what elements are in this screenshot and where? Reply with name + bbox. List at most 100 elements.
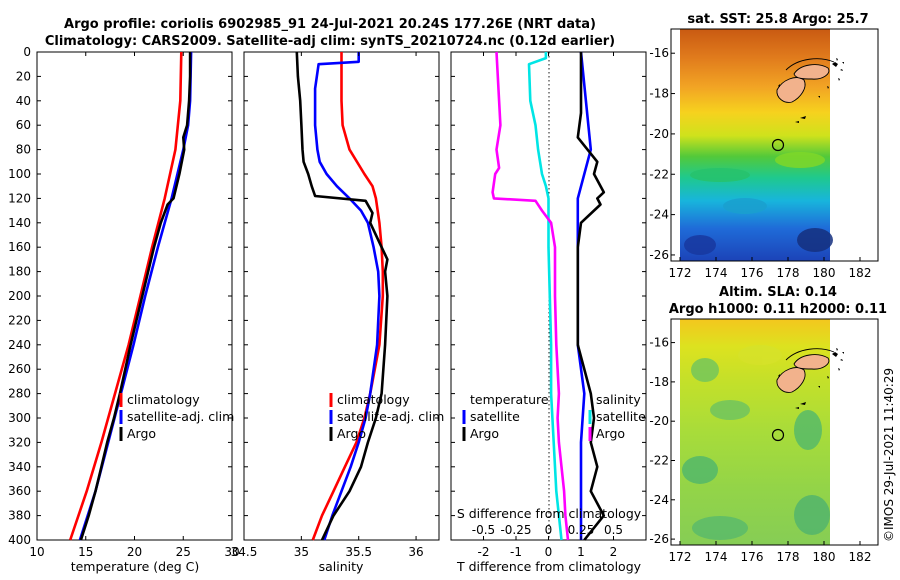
x-tick-label: 2: [610, 545, 618, 559]
x-tick-label: -2: [478, 545, 490, 559]
salinity-xlabel: salinity: [319, 559, 364, 574]
map-y-tick-label: -20: [649, 414, 669, 428]
depth-tick-label: 60: [16, 118, 31, 132]
map-x-tick-label: 180: [813, 550, 836, 564]
map-x-tick-label: 172: [669, 266, 692, 280]
legend-label-t-satellite: satellite: [470, 409, 520, 424]
series-line-satellite-adj-clim: [313, 52, 381, 541]
depth-tick-label: 160: [8, 240, 31, 254]
map-y-tick-label: -16: [649, 46, 669, 60]
series-line-salinity-argo: [491, 51, 570, 541]
x2-tick-label: 0.25: [568, 523, 595, 537]
depth-tick-label: 80: [16, 143, 31, 157]
depth-tick-label: 380: [8, 509, 31, 523]
x-tick-label: 30: [224, 545, 239, 559]
salinity-series: [295, 51, 389, 541]
temperature-series: [68, 51, 193, 541]
legend-label-argo: Argo: [337, 426, 366, 441]
legend-title-temperature: temperature: [470, 392, 549, 407]
map-y-tick-label: -18: [649, 87, 669, 101]
series-line-argo: [295, 51, 389, 541]
sst-map-title: sat. SST: 25.8 Argo: 25.7: [687, 12, 868, 27]
sla-low-patches: [682, 345, 830, 540]
map-x-tick-label: 182: [849, 550, 872, 564]
depth-tick-label: 120: [8, 191, 31, 205]
depth-tick-label: 260: [8, 362, 31, 376]
x-tick-label: 25: [176, 545, 191, 559]
sst-land-fiji: [776, 58, 844, 123]
t-difference-xlabel: T difference from climatology: [456, 559, 642, 574]
sla-map-title-line-1: Altim. SLA: 0.14: [719, 285, 837, 300]
series-line-salinity-satellite: [527, 52, 563, 541]
x2-tick-label: -0.5: [472, 523, 495, 537]
figure-title-line-1: Argo profile: coriolis 6902985_91 24-Jul…: [64, 17, 596, 32]
temperature-axes: [36, 51, 233, 541]
sst-argo-location: [771, 138, 785, 152]
legend-label-t-argo: Argo: [470, 426, 499, 441]
temperature-legend: climatology satellite-adj. clim Argo: [119, 392, 234, 441]
depth-tick-label: 300: [8, 411, 31, 425]
legend-title-salinity: salinity: [596, 392, 641, 407]
s-difference-xlabel: S difference from climatology: [457, 506, 642, 521]
series-line-temperature-argo: [576, 52, 606, 541]
legend-label-satellite: satellite-adj. clim: [127, 409, 234, 424]
salinity-legend: climatology satellite-adj. clim Argo: [329, 392, 444, 441]
depth-tick-label: 20: [16, 69, 31, 83]
depth-tick-label: 240: [8, 338, 31, 352]
sst-field: [680, 29, 830, 261]
sla-map-axes: [670, 318, 879, 546]
legend-label-s-argo: Argo: [596, 426, 625, 441]
legend-label-climatology: climatology: [337, 392, 410, 407]
depth-tick-label: 400: [8, 533, 31, 547]
difference-legend: temperature satellite Argo salinity sate…: [462, 392, 646, 441]
x-tick-label: 1: [577, 545, 585, 559]
depth-tick-label: 0: [23, 45, 31, 59]
map-x-tick-label: 180: [813, 266, 836, 280]
depth-tick-label: 180: [8, 265, 31, 279]
legend-label-satellite: satellite-adj. clim: [337, 409, 444, 424]
depth-tick-label: 360: [8, 484, 31, 498]
sst-map-axes: [670, 28, 879, 262]
map-y-tick-label: -20: [649, 127, 669, 141]
map-x-tick-label: 178: [777, 550, 800, 564]
depth-tick-label: 40: [16, 94, 31, 108]
map-x-tick-label: 176: [741, 266, 764, 280]
x-tick-label: 0: [545, 545, 553, 559]
depth-tick-label: 220: [8, 313, 31, 327]
imos-timestamp-watermark: ©IMOS 29-Jul-2021 11:40:29: [882, 368, 896, 542]
depth-tick-label: 100: [8, 167, 31, 181]
map-x-tick-label: 174: [705, 550, 728, 564]
map-y-tick-label: -26: [649, 248, 669, 262]
difference-series: [491, 51, 606, 541]
figure-title-line-2: Climatology: CARS2009. Satellite-adj cli…: [45, 34, 615, 49]
x-tick-label: 36: [408, 545, 423, 559]
sla-argo-location: [771, 428, 785, 442]
x-tick-label: 35.5: [345, 545, 372, 559]
sst-cool-patches: [684, 152, 833, 255]
series-line-climatology: [311, 52, 385, 541]
x2-tick-label: -0.25: [500, 523, 531, 537]
series-line-argo: [79, 52, 192, 541]
depth-tick-labels: 0 20 40 60 80 100 120 140 160 180 200 220 240 260 280 3…: [8, 45, 31, 547]
depth-tick-label: 280: [8, 387, 31, 401]
x-tick-label: 35: [294, 545, 309, 559]
legend-label-s-satellite: satellite: [596, 409, 646, 424]
x2-tick-label: 0.5: [604, 523, 623, 537]
x-tick-label: 20: [127, 545, 142, 559]
legend-label-argo: Argo: [127, 426, 156, 441]
depth-tick-label: 320: [8, 435, 31, 449]
legend-label-climatology: climatology: [127, 392, 200, 407]
depth-tick-label: 340: [8, 460, 31, 474]
x-tick-label: 34.5: [231, 545, 258, 559]
map-y-tick-label: -16: [649, 336, 669, 350]
depth-tick-label: 200: [8, 289, 31, 303]
temperature-xlabel: temperature (deg C): [71, 559, 200, 574]
map-x-tick-label: 172: [669, 550, 692, 564]
map-y-tick-label: -24: [649, 493, 669, 507]
x-tick-label: -1: [510, 545, 522, 559]
x-tick-label: 15: [78, 545, 93, 559]
map-y-tick-label: -26: [649, 532, 669, 546]
x2-tick-label: 0: [545, 523, 553, 537]
